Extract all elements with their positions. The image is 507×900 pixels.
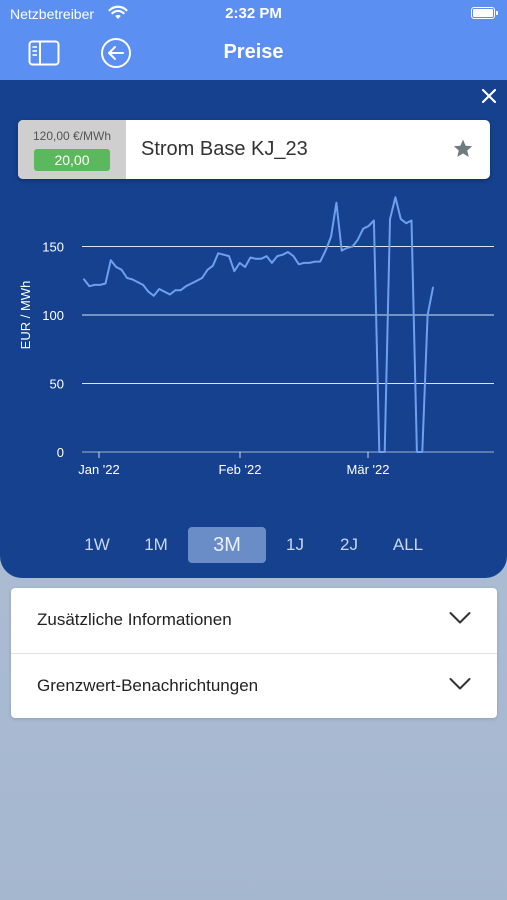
- x-tick-label: Jan '22: [78, 462, 120, 477]
- status-time: 2:32 PM: [225, 5, 282, 22]
- info-accordion: Zusätzliche Informationen Grenzwert-Bena…: [11, 588, 497, 718]
- section-label: Zusätzliche Informationen: [37, 610, 232, 629]
- section-label: Grenzwert-Benachrichtungen: [37, 676, 259, 695]
- range-tabs: 1W 1M 3M 1J 2J ALL: [0, 527, 507, 565]
- back-arrow-icon[interactable]: [100, 37, 132, 69]
- y-tick-label: 50: [50, 377, 64, 392]
- series-line: [83, 196, 434, 453]
- range-tab-all[interactable]: ALL: [392, 535, 424, 554]
- range-tab-1j[interactable]: 1J: [286, 535, 304, 554]
- range-tab-1m[interactable]: 1M: [144, 535, 168, 554]
- product-name: Strom Base KJ_23: [141, 138, 308, 160]
- wifi-icon: [108, 5, 128, 19]
- nav-bar: Preise: [0, 28, 507, 80]
- x-tick-label: Feb '22: [219, 462, 262, 477]
- range-tab-2j[interactable]: 2J: [340, 535, 358, 554]
- battery-icon: [471, 7, 498, 19]
- x-tick-label: Mär '22: [347, 462, 390, 477]
- y-tick-label: 150: [42, 240, 64, 255]
- close-icon[interactable]: [479, 86, 499, 106]
- page-title: Preise: [223, 41, 284, 63]
- sidebar-toggle-icon[interactable]: [28, 40, 60, 66]
- chevron-down-icon: [449, 678, 471, 690]
- chevron-down-icon: [449, 612, 471, 624]
- section-additional-info[interactable]: Zusätzliche Informationen: [11, 588, 497, 653]
- y-tick-label: 0: [57, 445, 64, 460]
- price-box: 120,00 €/MWh 20,00: [18, 120, 126, 179]
- carrier-label: Netzbetreiber: [10, 6, 95, 22]
- limit-value: 120,00 €/MWh: [32, 129, 112, 143]
- y-tick-label: 100: [42, 308, 64, 323]
- star-icon[interactable]: [452, 138, 474, 160]
- price-badge: 20,00: [34, 149, 110, 171]
- range-tab-1w[interactable]: 1W: [84, 535, 110, 554]
- product-card[interactable]: 120,00 €/MWh 20,00 Strom Base KJ_23: [18, 120, 490, 179]
- y-axis-label: EUR / MWh: [18, 281, 33, 350]
- status-bar: Netzbetreiber 2:32 PM: [0, 0, 507, 28]
- range-tab-3m[interactable]: 3M: [188, 527, 266, 563]
- section-threshold-notifications[interactable]: Grenzwert-Benachrichtungen: [11, 653, 497, 718]
- chart-panel: 120,00 €/MWh 20,00 Strom Base KJ_23 EUR …: [0, 80, 507, 578]
